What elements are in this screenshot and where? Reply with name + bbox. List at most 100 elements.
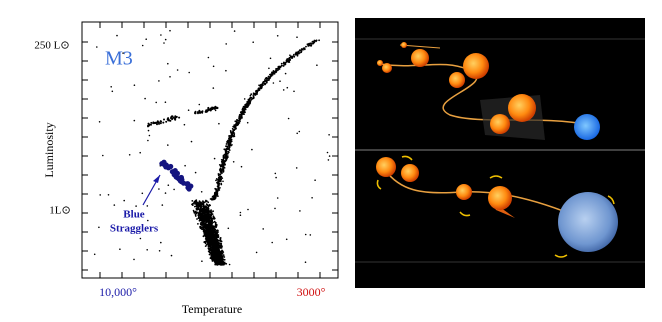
- star-dot: [220, 255, 223, 258]
- star-dot: [210, 211, 213, 214]
- star-dot: [215, 191, 218, 194]
- star-dot: [195, 205, 198, 208]
- star-dot: [222, 170, 225, 172]
- star-dot: [308, 42, 311, 45]
- star-dot: [220, 252, 223, 255]
- star-dot: [212, 245, 215, 248]
- star-dot: [201, 111, 204, 114]
- blue-straggler: [163, 163, 169, 169]
- blue-stragglers: [159, 159, 194, 192]
- star-dot: [166, 118, 169, 121]
- star-dot: [225, 69, 227, 72]
- star-dot: [199, 112, 201, 114]
- star-dot: [139, 237, 142, 240]
- star-dot: [248, 101, 251, 104]
- star-dot: [209, 210, 211, 213]
- star-dot: [199, 223, 202, 226]
- star-dot: [251, 148, 253, 151]
- star-dot: [231, 127, 234, 130]
- star-dot: [111, 90, 114, 93]
- star-dot: [293, 90, 295, 93]
- star-dot: [141, 192, 144, 195]
- star-dot: [285, 238, 288, 241]
- star-dot: [190, 140, 193, 143]
- star-dot: [229, 141, 232, 144]
- star-dot: [216, 192, 219, 195]
- star-dot: [206, 234, 208, 237]
- star-dot: [201, 203, 204, 206]
- star-dot: [255, 90, 257, 93]
- star-dot: [200, 191, 203, 193]
- star-dot: [247, 105, 249, 108]
- star-dot: [241, 107, 244, 110]
- star-dot: [208, 253, 211, 256]
- star-dot: [310, 42, 312, 45]
- star-dot: [216, 229, 219, 232]
- star-dot: [250, 93, 253, 96]
- star-dot: [287, 117, 290, 120]
- star-dot: [158, 250, 161, 252]
- star-dot: [201, 260, 203, 263]
- star-dot: [222, 180, 224, 183]
- star-dot: [215, 231, 217, 233]
- star-dot: [220, 247, 223, 249]
- star-dot: [219, 251, 221, 254]
- star-dot: [212, 210, 215, 213]
- star-dot: [219, 173, 222, 176]
- star-dot: [223, 261, 226, 264]
- star-dot: [123, 199, 125, 202]
- star-dot: [235, 120, 238, 123]
- star-dot: [99, 194, 101, 196]
- star-dot: [203, 231, 206, 234]
- star-dot: [280, 62, 283, 65]
- blue-straggler: [186, 186, 192, 192]
- star-dot: [170, 254, 173, 257]
- star-dot: [158, 121, 160, 124]
- star-dot: [122, 52, 124, 54]
- star-dot: [171, 115, 173, 118]
- star-dot: [252, 92, 255, 95]
- star-dot: [167, 62, 169, 65]
- star-dot: [210, 246, 213, 249]
- star-dot: [144, 97, 146, 100]
- star-dot: [221, 245, 223, 248]
- star-dot: [161, 204, 164, 206]
- bottom-illustration: [376, 155, 618, 258]
- star-dot: [198, 213, 201, 216]
- star-dot: [208, 217, 210, 219]
- star-dot: [217, 243, 220, 246]
- star-dot: [215, 179, 217, 182]
- star-dot: [220, 175, 222, 178]
- star-dot: [228, 140, 231, 142]
- star-dot: [215, 190, 218, 192]
- star-dot: [220, 250, 223, 253]
- star-dot: [218, 122, 220, 125]
- star-dot: [113, 204, 116, 206]
- star-dot: [208, 234, 211, 237]
- star-dot: [264, 79, 267, 82]
- star-dot: [211, 241, 214, 244]
- star-dot: [207, 206, 209, 209]
- star-dot: [212, 221, 215, 224]
- star-dot: [197, 212, 200, 215]
- star-dot: [191, 204, 194, 207]
- star-dot: [207, 236, 210, 239]
- star-dot: [247, 208, 249, 211]
- star-dot: [238, 122, 241, 124]
- star-dot: [224, 148, 227, 151]
- star-dot: [239, 211, 242, 214]
- star-dot: [212, 254, 215, 257]
- star-dot: [243, 110, 246, 113]
- star-dot: [218, 239, 220, 242]
- star-dot: [135, 205, 137, 207]
- star-dot: [204, 240, 207, 243]
- star-dot: [298, 130, 301, 133]
- star-dot: [155, 101, 157, 104]
- star-dot: [328, 134, 330, 136]
- star-dot: [176, 69, 179, 71]
- star-dot: [162, 121, 165, 124]
- star-dot: [203, 218, 206, 220]
- star-dot: [209, 108, 212, 111]
- star-dot: [315, 40, 317, 42]
- star-dot: [212, 236, 215, 239]
